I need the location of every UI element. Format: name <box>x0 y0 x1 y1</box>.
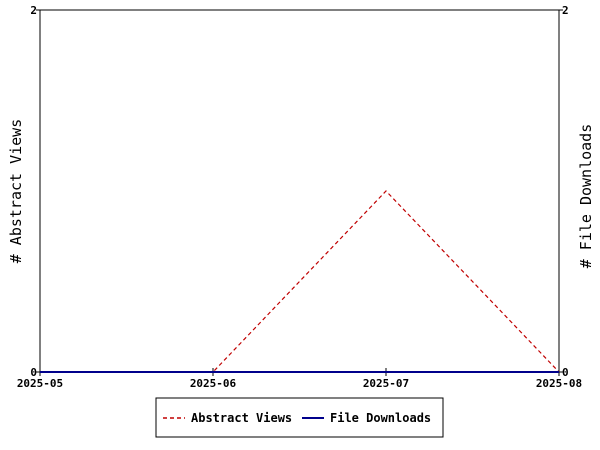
plot-area <box>39 9 560 373</box>
y-tick-label-right: 2 <box>562 4 569 17</box>
x-axis-ticks: 2025-05 2025-06 2025-07 2025-08 <box>17 368 582 390</box>
legend-label-abstract-views: Abstract Views <box>191 411 292 425</box>
y-axis-label-right: # File Downloads <box>577 124 595 269</box>
series-layer <box>40 190 560 373</box>
x-tick-label: 2025-07 <box>363 377 409 390</box>
legend: Abstract Views File Downloads <box>155 397 444 438</box>
x-tick-label: 2025-05 <box>17 377 63 390</box>
y-tick-label-left: 2 <box>30 4 37 17</box>
legend-label-file-downloads: File Downloads <box>330 411 431 425</box>
x-tick-label: 2025-06 <box>190 377 237 390</box>
y-tick-label-right: 0 <box>562 366 569 379</box>
legend-box <box>155 397 444 438</box>
y-axis-label-left: # Abstract Views <box>7 119 25 264</box>
x-tick-label: 2025-08 <box>536 377 582 390</box>
y-tick-label-left: 0 <box>30 366 37 379</box>
